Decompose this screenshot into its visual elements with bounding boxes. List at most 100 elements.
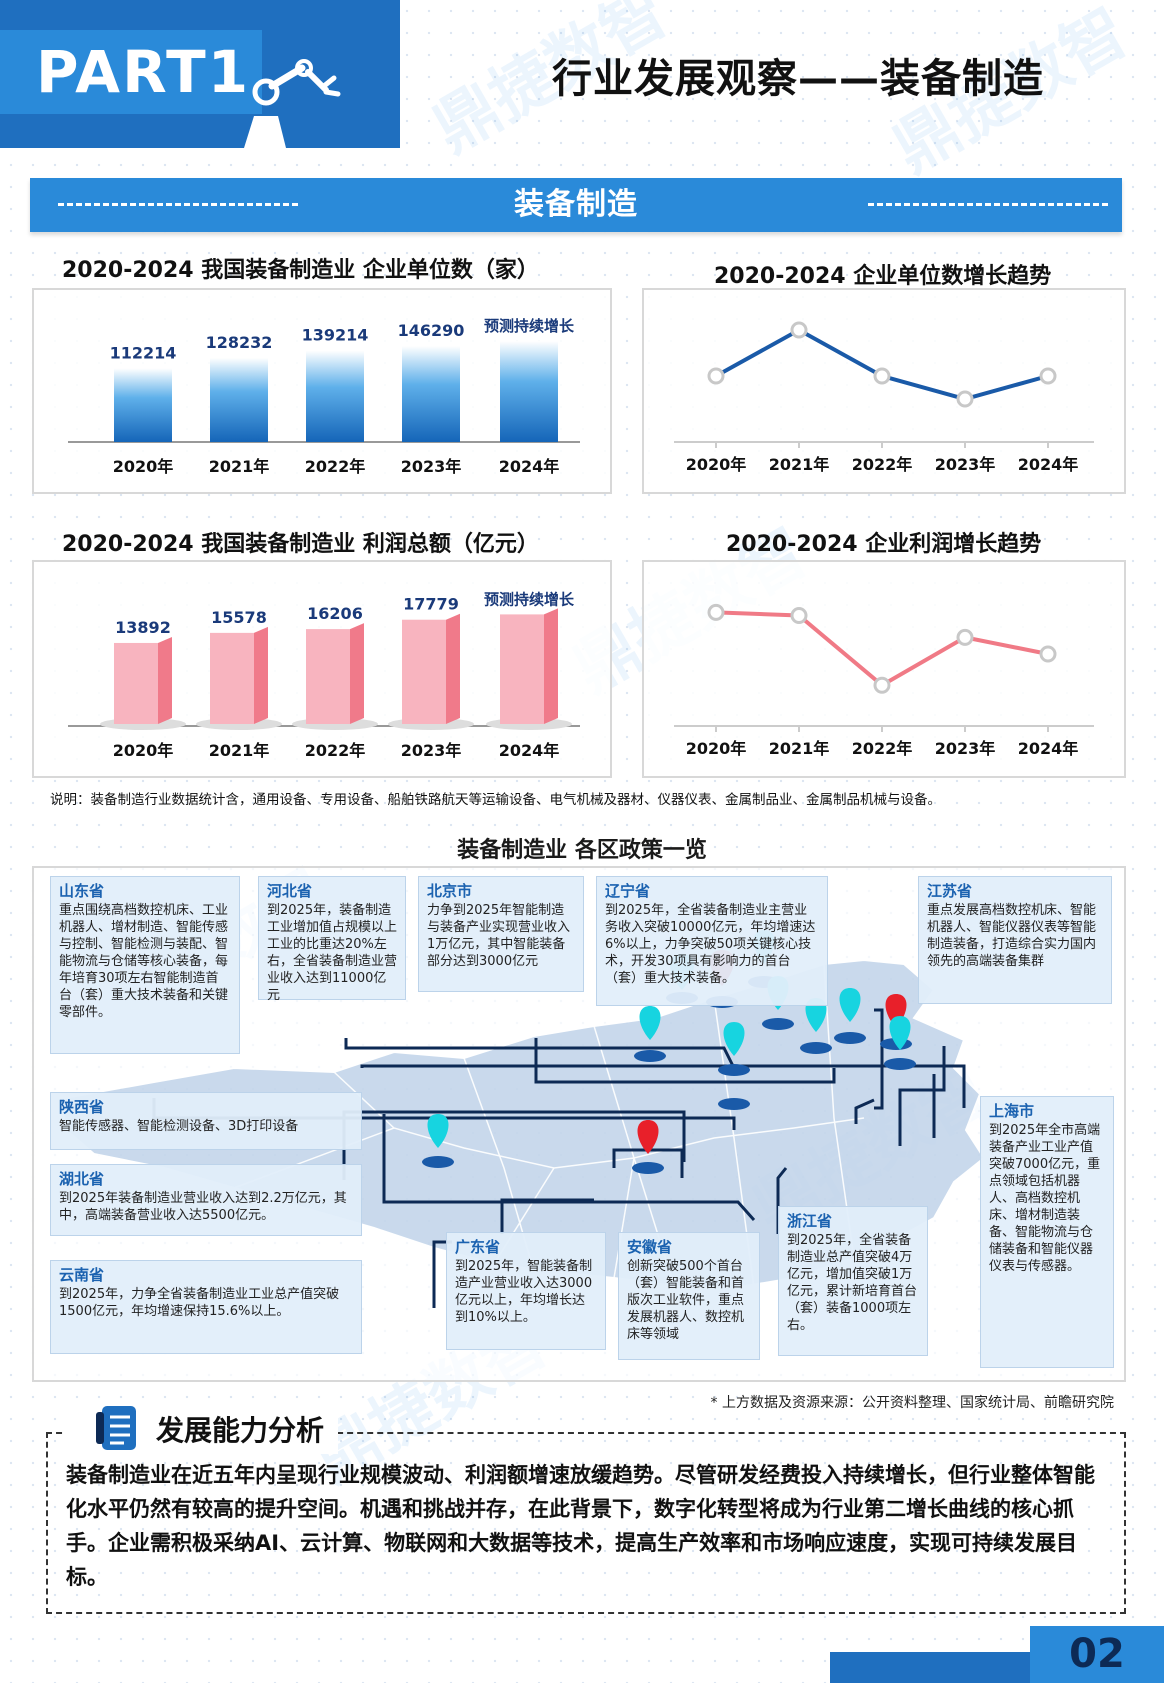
data-point	[873, 367, 891, 385]
bar	[114, 368, 172, 442]
x-tick-label: 2023年	[935, 455, 996, 474]
data-label: 预测持续增长	[484, 317, 575, 335]
enterprise-bar-svg: 112214 2020年 128232 2021年 139214 2022年 146290 2…	[68, 317, 580, 476]
data-point	[1039, 645, 1057, 663]
bar	[500, 341, 558, 442]
bar	[306, 350, 364, 442]
bar	[500, 614, 544, 724]
province-name: 河北省	[267, 882, 313, 900]
x-tick-label: 2023年	[401, 457, 462, 476]
province-name: 陕西省	[59, 1098, 105, 1116]
bar	[402, 346, 460, 442]
policy-card-guangdong: 广东省 到2025年，智能装备制造产业营业收入达3000亿元以上，年均增长达到1…	[446, 1232, 606, 1350]
profit-bar-chart: 13892 2020年 15578 2021年 16206 2022年 17779 2023年…	[32, 560, 612, 778]
x-tick-label: 2022年	[852, 455, 913, 474]
x-tick-label: 2021年	[209, 457, 270, 476]
province-name: 云南省	[59, 1266, 105, 1284]
bar-side	[158, 636, 172, 724]
policy-card-jiangsu: 江苏省 重点发展高档数控机床、智能机器人、智能仪器仪表等智能制造装备，打造综合实…	[918, 876, 1112, 1004]
province-policy: 到2025年，力争全省装备制造业工业总产值突破1500亿元，年均增速保持15.6…	[59, 1287, 340, 1319]
province-policy: 到2025年装备制造业营业收入达到2.2万亿元，其中，高端装备营业收入达5500…	[59, 1191, 347, 1223]
policy-map-panel: 山东省 重点围绕高档数控机床、工业机器人、增材制造、智能传感与控制、智能检测与装…	[32, 866, 1126, 1382]
enterprise-bar-title: 2020-2024 我国装备制造业 企业单位数（家）	[62, 258, 539, 283]
banner-dash-right	[868, 203, 1108, 206]
province-name: 辽宁省	[605, 882, 651, 900]
data-label: 17779	[403, 595, 459, 614]
data-label: 13892	[115, 618, 171, 637]
data-label: 16206	[307, 604, 363, 623]
province-policy: 到2025年，装备制造工业增加值占规模以上工业的比重达20%左右，全省装备制造业…	[267, 903, 398, 1003]
series-line	[715, 327, 1049, 402]
bar	[114, 642, 158, 724]
province-policy: 到2025年全市高端装备产业工业产值突破7000亿元，重点领域包括机器人、高档数…	[989, 1123, 1101, 1274]
data-label: 预测持续增长	[484, 590, 575, 608]
province-name: 北京市	[427, 882, 473, 900]
x-tick-label: 2023年	[401, 741, 462, 760]
province-policy: 到2025年，智能装备制造产业营业收入达3000亿元以上，年均增长达到10%以上…	[455, 1259, 593, 1325]
china-map-graphic	[63, 930, 986, 1308]
map-title: 装备制造业 各区政策一览	[457, 838, 707, 863]
part-label: PART1	[36, 38, 251, 106]
policy-card-yunnan: 云南省 到2025年，力争全省装备制造业工业总产值突破1500亿元，年均增速保持…	[50, 1260, 362, 1354]
x-tick-label: 2024年	[1018, 739, 1079, 758]
x-tick-label: 2023年	[935, 739, 996, 758]
section-banner: 装备制造	[30, 178, 1122, 232]
province-policy: 力争到2025年智能制造与装备产业实现营业收入1万亿元，其中智能装备部分达到30…	[427, 903, 571, 969]
profit-trend-title: 2020-2024 企业利润增长趋势	[726, 532, 1042, 557]
province-name: 浙江省	[787, 1212, 833, 1230]
data-point	[956, 628, 974, 646]
data-note: 说明：装备制造行业数据统计含，通用设备、专用设备、船舶铁路航天等运输设备、电气机…	[50, 792, 941, 808]
data-label: 146290	[398, 321, 465, 340]
robot-arm-icon	[244, 59, 341, 148]
document-list-icon	[96, 1406, 136, 1450]
x-tick-label: 2021年	[769, 455, 830, 474]
x-tick-label: 2020年	[113, 457, 174, 476]
data-point	[707, 603, 725, 621]
province-policy: 到2025年，全省装备制造业总产值突破4万亿元，增加值突破1万亿元，累计新培育首…	[787, 1233, 918, 1333]
data-point	[873, 676, 891, 694]
series-line	[715, 610, 1049, 688]
province-name: 山东省	[59, 882, 105, 900]
policy-card-liaoning: 辽宁省 到2025年，全省装备制造业主营业务收入突破10000亿元，年均增速达6…	[596, 876, 828, 1006]
data-label: 128232	[206, 333, 273, 352]
enterprise-trend-svg: 2020年 2021年 2022年 2023年 2024年	[674, 321, 1094, 474]
data-point	[790, 607, 808, 625]
data-label: 15578	[211, 608, 267, 627]
x-tick-label: 2020年	[686, 455, 747, 474]
policy-card-zhejiang: 浙江省 到2025年，全省装备制造业总产值突破4万亿元，增加值突破1万亿元，累计…	[778, 1206, 928, 1356]
policy-card-hebei: 河北省 到2025年，装备制造工业增加值占规模以上工业的比重达20%左右，全省装…	[258, 876, 406, 1003]
x-tick-label: 2024年	[499, 741, 560, 760]
bar-side	[350, 623, 364, 724]
section-title: 装备制造	[514, 187, 638, 222]
profit-bar-title: 2020-2024 我国装备制造业 利润总额（亿元）	[62, 532, 539, 557]
bar-side	[544, 608, 558, 724]
page-title: 行业发展观察——装备制造	[552, 56, 1044, 102]
bar-side	[254, 626, 268, 724]
province-policy: 创新突破500个首台（套）智能装备和首版次工业软件，重点发展机器人、数控机床等领…	[627, 1259, 745, 1342]
bar	[402, 619, 446, 724]
bar	[306, 629, 350, 724]
province-name: 上海市	[989, 1102, 1035, 1120]
province-name: 湖北省	[59, 1170, 105, 1188]
province-policy: 重点发展高档数控机床、智能机器人、智能仪器仪表等智能制造装备，打造综合实力国内领…	[927, 903, 1097, 969]
banner-dash-left	[58, 203, 298, 206]
bar	[210, 632, 254, 724]
x-tick-label: 2024年	[1018, 455, 1079, 474]
province-policy: 到2025年，全省装备制造业主营业务收入突破10000亿元，年均增速达6%以上，…	[605, 903, 816, 986]
page-number: 02	[1030, 1626, 1164, 1683]
x-tick-label: 2024年	[499, 457, 560, 476]
policy-card-beijing: 北京市 力争到2025年智能制造与装备产业实现营业收入1万亿元，其中智能装备部分…	[418, 876, 584, 992]
analysis-heading: 发展能力分析	[156, 1414, 325, 1447]
policy-card-shanghai: 上海市 到2025年全市高端装备产业工业产值突破7000亿元，重点领域包括机器人…	[980, 1096, 1114, 1368]
data-point	[790, 321, 808, 339]
province-name: 江苏省	[927, 882, 973, 900]
x-tick-label: 2020年	[686, 739, 747, 758]
x-tick-label: 2022年	[305, 741, 366, 760]
data-point	[1039, 367, 1057, 385]
x-tick-label: 2020年	[113, 741, 174, 760]
policy-card-hubei: 湖北省 到2025年装备制造业营业收入达到2.2万亿元，其中，高端装备营业收入达…	[50, 1164, 362, 1236]
data-label: 112214	[110, 343, 177, 362]
data-source: * 上方数据及资源来源：公开资料整理、国家统计局、前瞻研究院	[710, 1395, 1114, 1411]
x-tick-label: 2021年	[769, 739, 830, 758]
province-name: 安徽省	[627, 1238, 673, 1256]
